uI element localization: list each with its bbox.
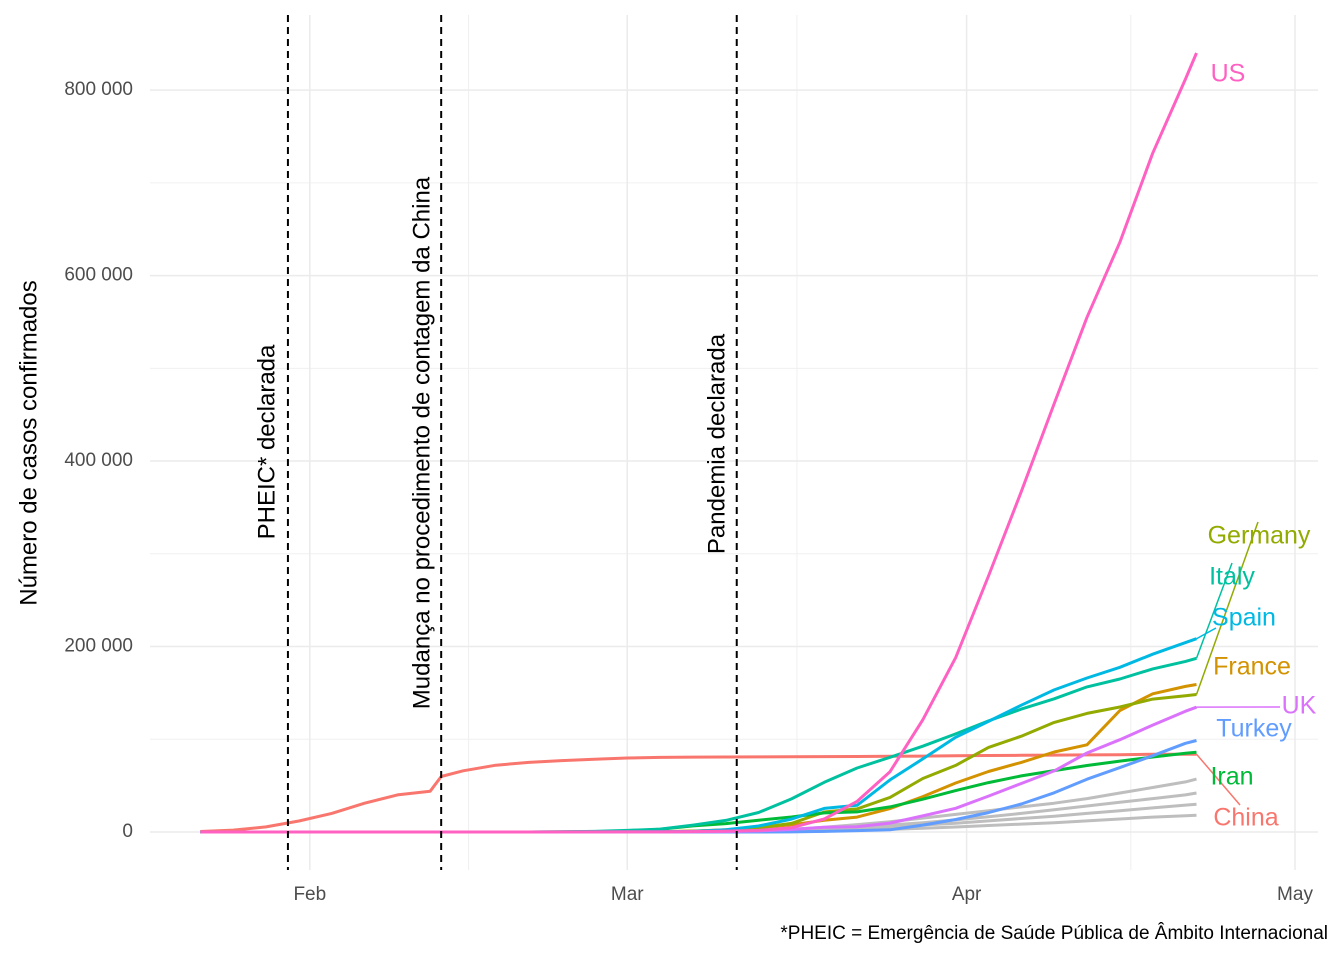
- x-tick-label: Mar: [611, 884, 644, 905]
- event-label: Pandemia declarada: [703, 333, 730, 554]
- series-label: Iran: [1210, 763, 1253, 791]
- caption: *PHEIC = Emergência de Saúde Pública de …: [780, 922, 1328, 944]
- label-leader: [1195, 562, 1233, 659]
- series-label: US: [1211, 60, 1246, 88]
- event-label: Mudança no procedimento de contagem da C…: [408, 176, 435, 709]
- series-label: UK: [1282, 692, 1317, 720]
- y-tick-label: 200 000: [64, 636, 133, 657]
- y-axis-title: Número de casos confirmados: [15, 280, 42, 605]
- series-label: France: [1213, 653, 1291, 681]
- event-label: PHEIC* declarada: [253, 344, 280, 539]
- y-tick-label: 0: [122, 821, 133, 842]
- y-tick-label: 600 000: [64, 265, 133, 286]
- series-label: Spain: [1212, 604, 1276, 632]
- y-tick-label: 800 000: [64, 79, 133, 100]
- label-leader: [1196, 627, 1217, 640]
- x-tick-label: Apr: [952, 884, 982, 905]
- series-label: China: [1213, 804, 1278, 832]
- series-label: Turkey: [1216, 715, 1292, 743]
- label-leader: [1195, 521, 1259, 695]
- series-label: Italy: [1209, 563, 1255, 591]
- y-tick-label: 400 000: [64, 450, 133, 471]
- x-tick-label: May: [1277, 884, 1313, 905]
- series-label: Germany: [1208, 522, 1311, 550]
- x-tick-label: Feb: [293, 884, 326, 905]
- label-leader: [1195, 753, 1241, 806]
- line: [200, 52, 1198, 834]
